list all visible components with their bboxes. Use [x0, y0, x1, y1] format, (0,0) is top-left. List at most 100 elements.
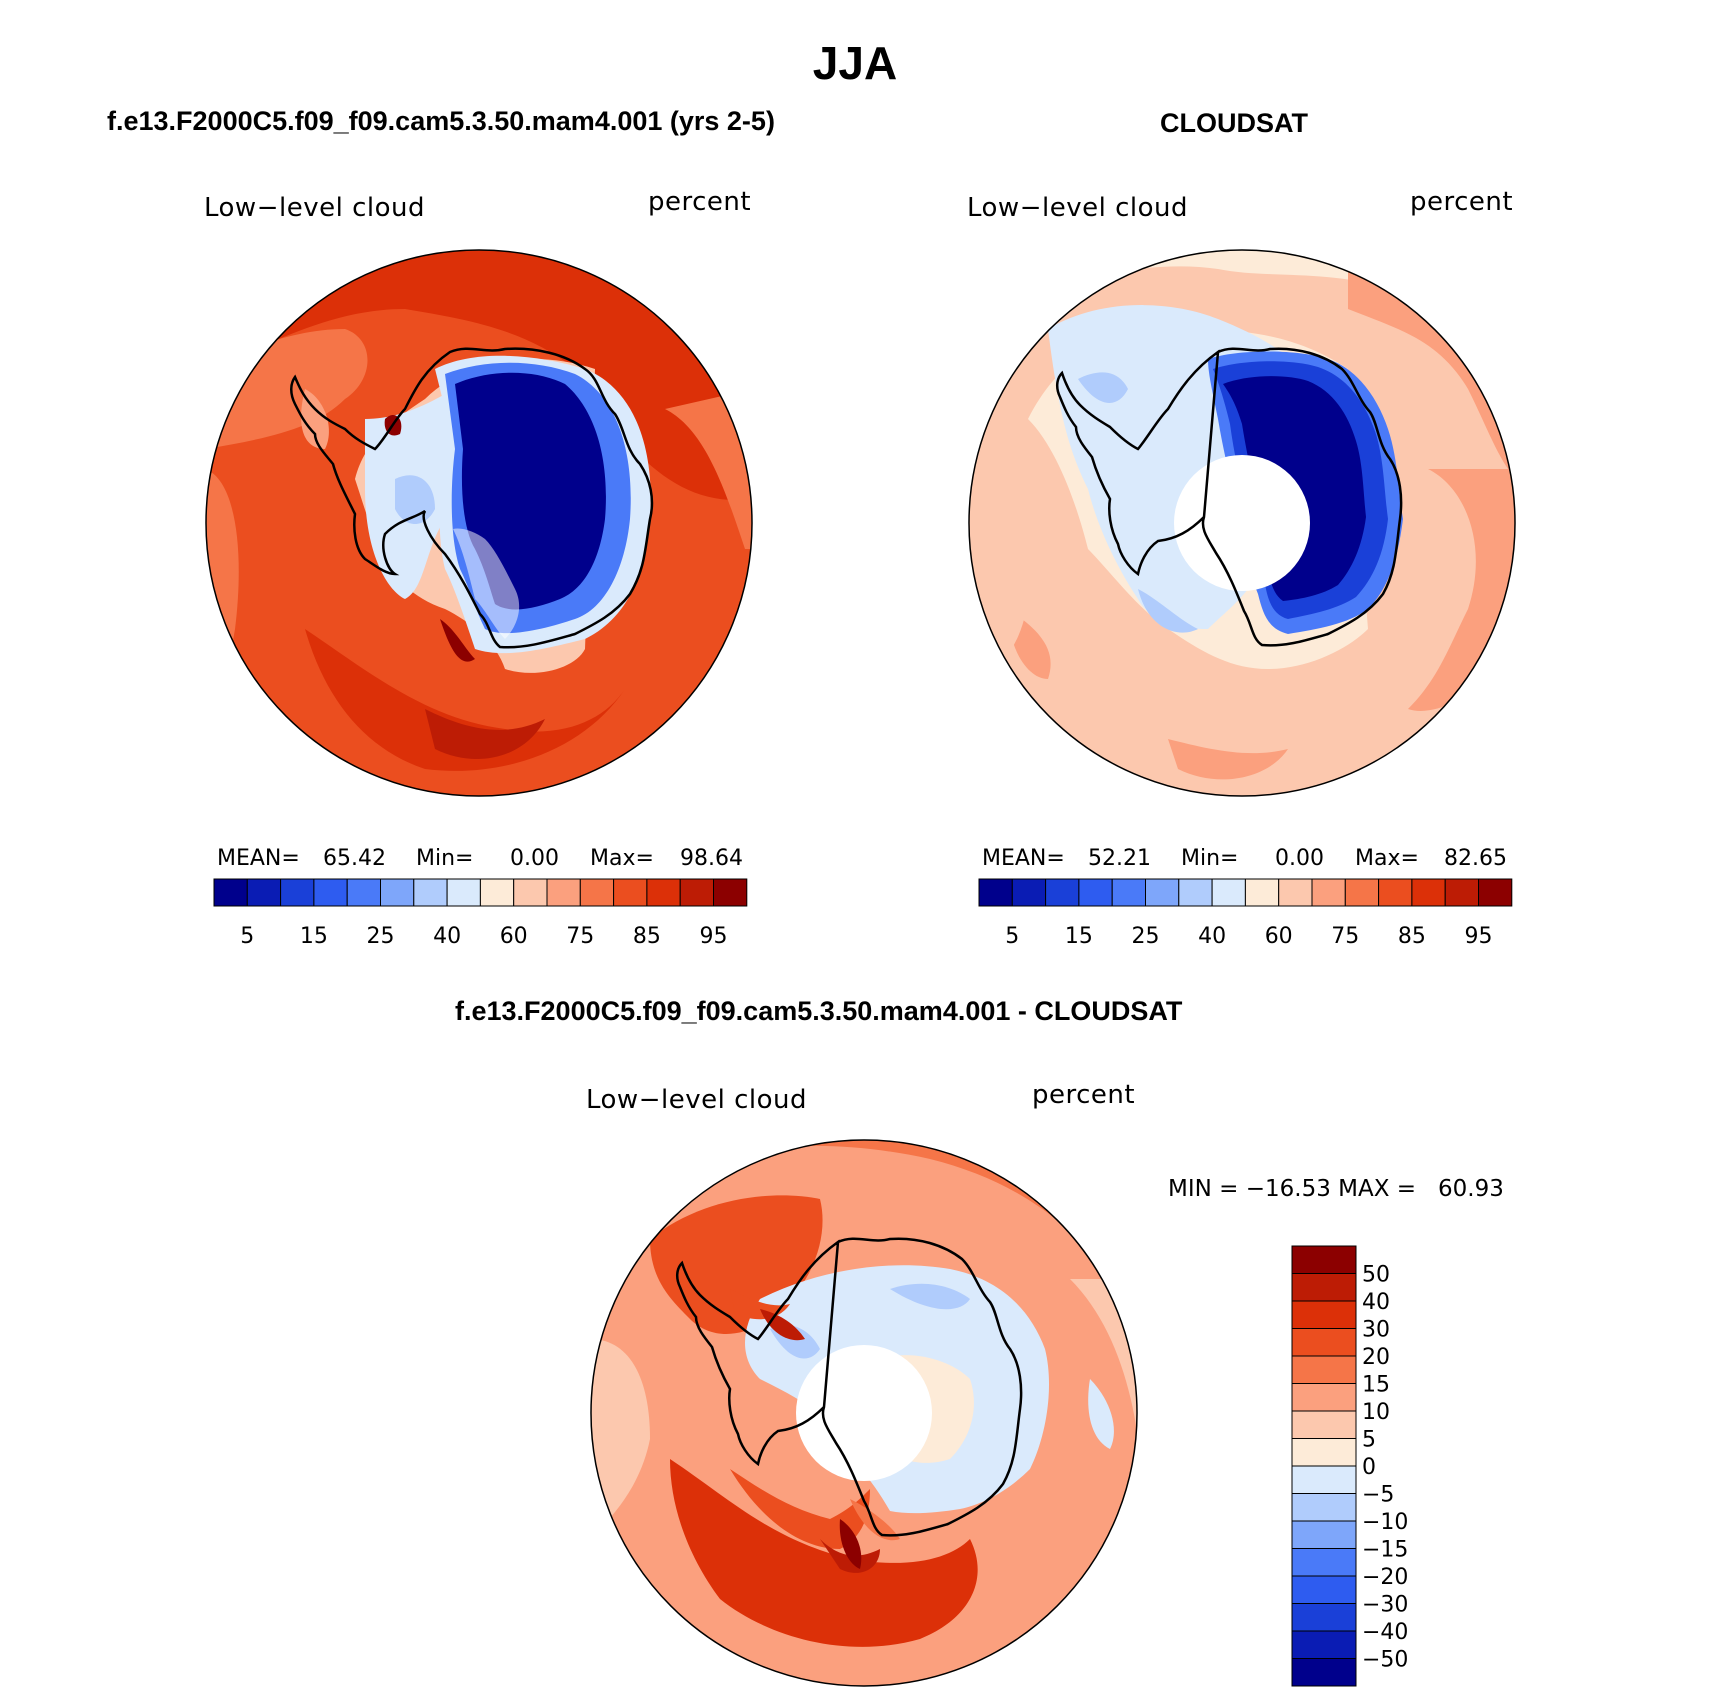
colorbar-tick-label: 85	[1398, 924, 1426, 949]
colorbar-swatch	[1291, 1300, 1357, 1329]
colorbar-swatch	[1145, 878, 1180, 907]
colorbar-swatch	[1291, 1575, 1357, 1604]
colorbar-swatch	[1478, 878, 1513, 907]
colorbar-swatch	[1078, 878, 1113, 907]
colorbar-swatch	[1444, 878, 1480, 907]
colorbar-tick-label: 20	[1362, 1345, 1390, 1370]
colorbar-swatch	[1111, 878, 1146, 907]
colorbar-swatch	[1291, 1355, 1357, 1384]
colorbar-tick-label: 5	[1005, 924, 1019, 949]
colorbar-swatch	[1278, 878, 1313, 907]
colorbar-tick-label: −5	[1362, 1483, 1394, 1508]
colorbar-tick-label: 60	[1265, 924, 1293, 949]
panel1-mean-label: MEAN=	[217, 846, 300, 871]
colorbar-tick-label: −50	[1362, 1648, 1408, 1673]
colorbar-tick-label: 25	[1132, 924, 1160, 949]
panel2-variable-label: Low−level cloud	[967, 193, 1188, 223]
colorbar-tick-label: 5	[240, 924, 254, 949]
colorbar-swatch	[679, 878, 715, 907]
colorbar-swatch	[246, 878, 282, 907]
colorbar-tick-label: 15	[1362, 1373, 1390, 1398]
colorbar-tick-label: 40	[1198, 924, 1226, 949]
colorbar-swatch	[1291, 1520, 1357, 1549]
colorbar-swatch	[446, 878, 481, 907]
colorbar-swatch	[1344, 878, 1380, 907]
colorbar-swatch	[713, 878, 748, 907]
panel3-units-label: percent	[1032, 1080, 1136, 1110]
colorbar-swatch	[413, 878, 448, 907]
colorbar-swatch	[280, 878, 315, 907]
colorbar-swatch	[1291, 1328, 1357, 1357]
colorbar-swatch	[380, 878, 415, 907]
colorbar-tick-label: 25	[367, 924, 395, 949]
panel2-max-value: 82.65	[1444, 846, 1507, 871]
colorbar-tick-label: 60	[500, 924, 528, 949]
colorbar-tick-label: 95	[700, 924, 728, 949]
colorbar-tick-label: 75	[1331, 924, 1359, 949]
colorbar-tick-label: 5	[1362, 1428, 1376, 1453]
panel1-max-value: 98.64	[680, 846, 743, 871]
panel1-max-label: Max=	[590, 846, 654, 871]
colorbar-swatch	[613, 878, 648, 907]
panel1-colorbar: 5 15 25 40 60 75 85 95	[213, 878, 748, 949]
figure-title: JJA	[812, 37, 898, 89]
colorbar-swatch	[546, 878, 581, 907]
colorbar-tick-label: 30	[1362, 1318, 1390, 1343]
colorbar-swatch	[1178, 878, 1213, 907]
panel2-mean-label: MEAN=	[982, 846, 1065, 871]
colorbar-swatch	[1291, 1630, 1357, 1659]
colorbar-swatch	[1291, 1273, 1357, 1302]
colorbar-tick-label: 95	[1465, 924, 1493, 949]
colorbar-tick-label: 85	[633, 924, 661, 949]
colorbar-tick-label: 0	[1362, 1455, 1376, 1480]
colorbar-swatch	[313, 878, 348, 907]
colorbar-swatch	[346, 878, 381, 907]
colorbar-tick-label: −15	[1362, 1538, 1408, 1563]
colorbar-swatch	[1291, 1603, 1357, 1632]
colorbar-swatch	[978, 878, 1013, 907]
colorbar-swatch	[1011, 878, 1047, 907]
panel3-variable-label: Low−level cloud	[586, 1085, 807, 1115]
colorbar-swatch	[1291, 1383, 1357, 1412]
colorbar-tick-label: 15	[300, 924, 328, 949]
colorbar-tick-label: 50	[1362, 1263, 1390, 1288]
colorbar-tick-label: −20	[1362, 1565, 1408, 1590]
colorbar-swatch	[1311, 878, 1346, 907]
colorbar-tick-label: 40	[433, 924, 461, 949]
panel1-mean-value: 65.42	[323, 846, 386, 871]
colorbar-tick-label: −30	[1362, 1593, 1408, 1618]
colorbar-swatch	[646, 878, 681, 907]
panel1-variable-label: Low−level cloud	[204, 193, 425, 223]
colorbar-swatch	[1045, 878, 1080, 907]
colorbar-swatch	[1211, 878, 1246, 907]
colorbar-tick-label: 40	[1362, 1290, 1390, 1315]
panel2-polar-map	[968, 249, 1516, 797]
colorbar-swatch	[1378, 878, 1413, 907]
panel2-min-label: Min=	[1181, 846, 1239, 871]
colorbar-swatch	[479, 878, 515, 907]
panel2-colorbar: 5 15 25 40 60 75 85 95	[978, 878, 1513, 949]
panel2-max-label: Max=	[1355, 846, 1419, 871]
colorbar-swatch	[1291, 1493, 1357, 1522]
colorbar-swatch	[513, 878, 548, 907]
panel2-title: CLOUDSAT	[1160, 108, 1308, 138]
colorbar-swatch	[1291, 1438, 1357, 1467]
colorbar-swatch	[213, 878, 248, 907]
panel1-title: f.e13.F2000C5.f09_f09.cam5.3.50.mam4.001…	[107, 106, 775, 136]
colorbar-swatch	[1244, 878, 1280, 907]
colorbar-swatch	[1291, 1410, 1357, 1439]
colorbar-swatch	[1411, 878, 1446, 907]
colorbar-tick-label: 10	[1362, 1400, 1390, 1425]
panel2-min-value: 0.00	[1275, 846, 1324, 871]
panel1-min-value: 0.00	[510, 846, 559, 871]
colorbar-tick-label: −10	[1362, 1510, 1408, 1535]
panel1-units-label: percent	[648, 187, 752, 217]
panel3-polar-map	[590, 1139, 1138, 1687]
panel2-mean-value: 52.21	[1088, 846, 1151, 871]
colorbar-swatch	[579, 878, 615, 907]
panel3-title: f.e13.F2000C5.f09_f09.cam5.3.50.mam4.001…	[455, 996, 1183, 1026]
panel2-units-label: percent	[1410, 187, 1514, 217]
panel1-polar-map	[205, 249, 753, 797]
colorbar-tick-label: 75	[566, 924, 594, 949]
